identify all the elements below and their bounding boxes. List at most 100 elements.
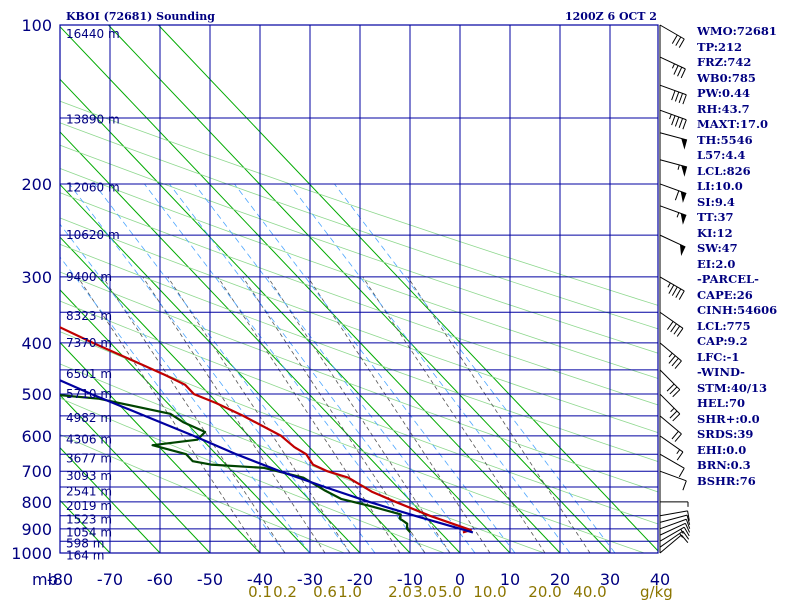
isotherm-line xyxy=(60,447,161,553)
wind-barb-feather xyxy=(672,413,681,422)
wind-barb xyxy=(660,501,689,507)
wind-barb-feather xyxy=(674,91,680,102)
mixing-ratio-line xyxy=(242,276,426,553)
wind-barb xyxy=(659,435,684,461)
wind-barb-staff xyxy=(659,510,688,517)
pressure-tick-label: 500 xyxy=(21,385,52,404)
index-item: TT:37 xyxy=(697,210,734,224)
wind-barb xyxy=(659,393,681,422)
stability-indices-list: WMO:72681 TP:212 FRZ:742 WB0:785 PW:0.44 RH:4… xyxy=(697,24,777,489)
wind-barb-feather xyxy=(674,190,680,201)
wind-barb xyxy=(659,530,690,548)
wind-barb-staff xyxy=(659,415,682,435)
wind-barb xyxy=(659,183,687,203)
isotherm-line xyxy=(108,25,611,553)
wind-barb-staff xyxy=(659,183,687,194)
wind-barb-staff xyxy=(659,518,687,530)
wind-barb-feather xyxy=(682,94,687,105)
wind-barb-feather xyxy=(674,433,682,442)
wind-barb xyxy=(659,369,681,398)
wind-barb-pennant xyxy=(679,244,686,257)
temperature-tick-label: 20 xyxy=(550,570,570,589)
wind-barb-feather xyxy=(668,284,675,294)
wind-barb-half-feather xyxy=(676,212,680,218)
mixing-ratio-label: 40.0 xyxy=(573,583,606,600)
index-item: RH:43.7 xyxy=(697,101,750,116)
temperature-trace xyxy=(60,326,472,534)
wind-barb-half-feather xyxy=(667,282,671,288)
parcel-trace xyxy=(60,379,474,534)
index-item: -WIND- xyxy=(697,365,745,379)
mixing-ratio-line xyxy=(77,276,261,553)
wind-barb-feather xyxy=(671,431,679,440)
wind-barb-staff xyxy=(659,369,681,391)
wind-barb-feather xyxy=(678,467,685,478)
wind-barb xyxy=(659,56,686,79)
isotherm-line xyxy=(60,183,411,553)
wind-barb-staff xyxy=(659,205,687,216)
wind-barb-pennant xyxy=(681,138,688,150)
wind-barb-staff xyxy=(659,109,687,121)
temperature-tick-label: 40 xyxy=(650,570,670,589)
index-item: EI:2.0 xyxy=(697,256,736,271)
mixing-ratio-line xyxy=(362,276,546,553)
temperature-tick-label: -70 xyxy=(97,570,123,589)
wind-barb-feather xyxy=(673,325,681,335)
height-label: 598 m xyxy=(66,537,104,551)
mixing-ratio-line xyxy=(267,276,451,553)
moist-adiabat-line xyxy=(289,183,571,553)
moist-adiabat-line xyxy=(94,183,376,553)
index-item: FRZ:742 xyxy=(697,55,752,69)
mixing-ratio-label: 1.0 xyxy=(338,583,362,600)
wind-barb xyxy=(659,470,687,491)
wind-barb-feather xyxy=(673,65,679,75)
isotherm-line xyxy=(158,25,658,552)
wind-barb-staff xyxy=(659,159,688,168)
mixing-ratio-label: 10.0 xyxy=(473,583,506,600)
height-label: 1054 m xyxy=(66,526,112,540)
wind-barb-feather xyxy=(666,321,674,330)
wind-barb-pennant xyxy=(680,213,687,225)
wind-barb-staff xyxy=(659,514,688,523)
wind-barb-staff xyxy=(659,234,686,248)
height-label: 3093 m xyxy=(66,469,112,483)
wind-barb-staff xyxy=(659,526,685,542)
wind-barb-feather xyxy=(672,389,681,398)
wind-barb-staff xyxy=(659,276,685,292)
wind-barb-staff xyxy=(659,393,681,415)
index-item: LFC:-1 xyxy=(697,349,740,364)
mixing-ratio-label: 3.0 xyxy=(413,583,437,600)
wind-barb-staff xyxy=(659,311,684,329)
wind-barb xyxy=(659,234,686,257)
wind-barb-feather xyxy=(678,93,684,103)
wind-barb-feather xyxy=(676,451,684,461)
height-label: 10620 m xyxy=(66,228,120,242)
mixing-ratio-line xyxy=(167,276,351,553)
wind-barb-staff xyxy=(659,435,684,453)
index-item: BSHR:76 xyxy=(697,473,756,488)
index-item: TH:5546 xyxy=(697,132,753,147)
index-item: STM:40/13 xyxy=(697,380,768,395)
wind-barb-half-feather xyxy=(680,528,684,534)
isotherm-line xyxy=(60,25,561,553)
wind-barb xyxy=(659,514,691,525)
moist-adiabat-line xyxy=(334,183,616,553)
wind-barb-half-feather xyxy=(668,352,673,358)
index-item: LI:10.0 xyxy=(697,179,743,193)
isotherm-line xyxy=(60,394,211,553)
wind-barb-feather xyxy=(680,68,686,79)
index-item: WB0:785 xyxy=(697,70,756,85)
mixing-ratio-label: 0.2 xyxy=(273,583,297,600)
pressure-tick-label: 300 xyxy=(21,268,52,287)
wind-barb-staff xyxy=(659,342,682,362)
wind-barb-feather xyxy=(676,328,684,337)
moist-adiabat-line xyxy=(60,223,311,553)
wind-barb-feather xyxy=(666,383,675,392)
pressure-tick-label: 1000 xyxy=(11,544,52,563)
pressure-tick-label: 800 xyxy=(21,493,52,512)
mixing-ratio-label: 0.6 xyxy=(313,583,337,600)
wind-barb-feather xyxy=(668,355,676,364)
mixing-ratio-line xyxy=(217,276,401,553)
height-label: 12060 m xyxy=(66,180,120,194)
wind-barb xyxy=(659,276,685,300)
